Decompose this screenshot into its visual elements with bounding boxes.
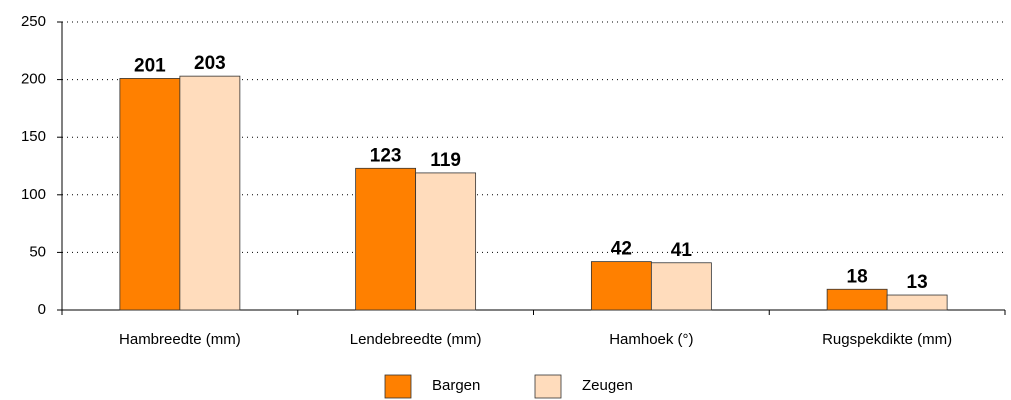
bar <box>650 262 712 311</box>
x-tick-label: Lendebreedte (mm) <box>350 331 482 348</box>
y-tick-label: 150 <box>21 128 46 145</box>
bar <box>355 167 417 311</box>
legend-label: Zeugen <box>582 377 633 394</box>
legend-label: Bargen <box>432 377 480 394</box>
x-tick-label: Rugspekdikte (mm) <box>822 331 952 348</box>
bar <box>415 172 477 311</box>
value-label: 203 <box>194 53 226 74</box>
bar <box>119 78 181 311</box>
y-tick-label: 250 <box>21 13 46 30</box>
value-label: 123 <box>370 145 402 166</box>
y-tick-label: 0 <box>38 301 46 318</box>
bar <box>179 75 241 311</box>
value-label: 18 <box>847 266 868 287</box>
value-label: 13 <box>907 272 928 293</box>
value-label: 41 <box>671 240 693 261</box>
y-tick-label: 100 <box>21 186 46 203</box>
x-tick-label: Hamhoek (°) <box>609 331 693 348</box>
legend-swatch <box>384 374 412 399</box>
bar <box>886 294 948 311</box>
y-tick-label: 50 <box>29 243 46 260</box>
value-label: 119 <box>430 150 461 171</box>
legend-swatch <box>534 374 562 399</box>
y-tick-label: 200 <box>21 71 46 88</box>
bar <box>826 288 888 311</box>
bar <box>590 261 652 311</box>
value-label: 42 <box>611 239 632 260</box>
x-tick-label: Hambreedte (mm) <box>119 331 241 348</box>
value-label: 201 <box>134 55 166 76</box>
